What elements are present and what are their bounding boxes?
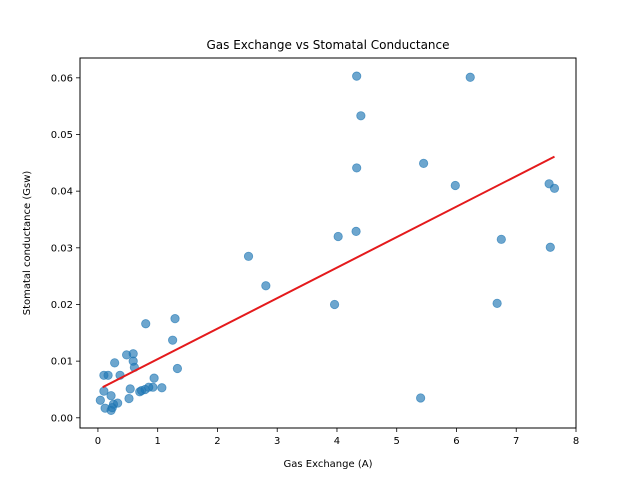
data-point — [333, 231, 343, 242]
x-tick-label: 0 — [95, 436, 101, 447]
data-point — [329, 299, 340, 310]
data-point — [148, 382, 158, 392]
data-point — [352, 71, 362, 81]
data-point — [141, 319, 151, 329]
data-point — [149, 373, 159, 383]
x-tick-label: 3 — [274, 436, 280, 447]
data-point — [351, 226, 361, 236]
fit-line-layer — [102, 155, 555, 389]
chart-title: Gas Exchange vs Stomatal Conductance — [206, 38, 449, 52]
data-point — [113, 398, 123, 408]
data-point — [124, 393, 134, 404]
y-tick-label: 0.04 — [51, 187, 73, 198]
y-tick-label: 0.05 — [51, 130, 73, 141]
y-tick-label: 0.03 — [51, 243, 73, 254]
x-axis-ticks: 0 1 2 3 4 5 6 7 8 — [95, 428, 579, 447]
data-point — [95, 395, 105, 405]
data-point — [172, 363, 183, 374]
data-point — [243, 251, 254, 261]
data-point — [352, 163, 362, 173]
data-point — [103, 370, 113, 380]
data-point — [545, 242, 555, 252]
data-point — [419, 158, 429, 168]
y-tick-label: 0.02 — [51, 300, 73, 311]
data-point — [450, 180, 460, 191]
x-tick-label: 1 — [154, 436, 160, 447]
data-points-layer — [95, 71, 560, 416]
data-point — [110, 358, 120, 368]
data-point — [492, 298, 502, 308]
x-tick-label: 7 — [513, 436, 519, 447]
fit-line — [102, 155, 555, 389]
x-tick-label: 6 — [453, 436, 459, 447]
data-point — [496, 234, 506, 244]
x-axis-label: Gas Exchange (A) — [284, 459, 373, 470]
y-tick-label: 0.01 — [51, 357, 73, 368]
data-point — [157, 383, 167, 393]
data-point — [356, 111, 366, 121]
data-point — [465, 72, 475, 82]
data-point — [125, 384, 135, 394]
y-tick-label: 0.06 — [51, 73, 73, 84]
data-point — [106, 391, 116, 401]
x-tick-label: 4 — [334, 436, 340, 447]
data-point — [416, 393, 426, 403]
x-tick-label: 5 — [394, 436, 400, 447]
data-point — [549, 183, 560, 193]
y-axis-label: Stomatal conductance (Gsw) — [22, 171, 33, 316]
y-axis-ticks: 0.00 0.01 0.02 0.03 0.04 0.05 0.06 — [51, 73, 80, 424]
x-tick-label: 8 — [573, 436, 579, 447]
data-point — [170, 314, 180, 324]
y-tick-label: 0.00 — [51, 413, 73, 424]
data-point — [261, 281, 271, 291]
x-tick-label: 2 — [214, 436, 220, 447]
data-point — [168, 335, 178, 345]
plot-frame — [79, 57, 577, 429]
